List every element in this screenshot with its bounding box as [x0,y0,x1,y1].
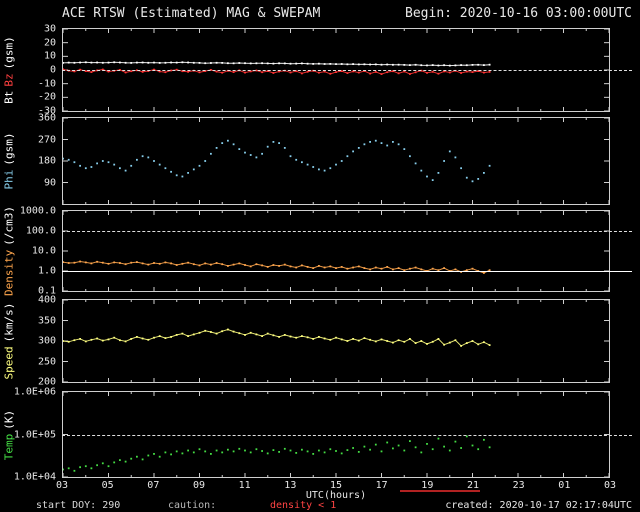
x-tick-label: 03 [55,480,69,491]
footer-created: created: 2020-10-17 02:17:04UTC [445,500,632,511]
y-tick-label: 1.0E+06 [13,386,56,398]
x-tick-label: 01 [558,480,571,491]
footer: start DOY: 290 caution: density < 1 crea… [0,500,640,512]
y-tick-label: 100.0 [25,225,56,237]
y-tick-label: 300 [37,335,56,347]
panel-phi: Phi(gsm) 360 270 180 90 [0,113,640,205]
y-tick-label: 30 [43,23,56,35]
x-axis-label: UTC(hours) [305,490,367,501]
y-tick-label: 1.0E+05 [13,429,56,440]
y-tick-label: 0 [49,64,56,76]
y-tick-label: 270 [37,134,56,145]
x-tick-label: 15 [329,480,343,491]
y-tick-label: 360 [37,112,56,124]
y-tick-label: -20 [37,91,56,103]
y-axis-ticks: 30 20 10 0 -10 -20 -30 [0,24,59,117]
plot-area-bt-bz [62,28,610,112]
plot-area-temp [62,391,610,478]
y-tick-label: -30 [37,105,56,117]
x-tick-label: 09 [192,480,206,491]
y-tick-label: 250 [37,356,56,367]
panel-temp: Temp(K) 1.0E+06 1.0E+05 1.0E+04 [0,387,640,483]
x-tick-label: 07 [147,480,160,491]
plot-area-speed [62,299,610,383]
y-axis-ticks: 400 350 300 250 200 [0,295,59,388]
y-axis-ticks: 360 270 180 90 [0,113,59,205]
y-tick-label: 10 [43,50,56,62]
plot-area-density [62,210,610,292]
caution-bar [399,490,480,492]
y-tick-label: 350 [37,315,56,326]
panel-density: Density(/cm3) 1000.0 100.0 10.0 1.0 0.1 [0,206,640,297]
x-tick-label: 11 [238,480,251,491]
y-tick-label: 1.0E+04 [13,471,56,483]
y-tick-label: 180 [37,155,56,167]
x-tick-label: 21 [466,480,480,491]
begin-timestamp: Begin: 2020-10-16 03:00:00UTC [405,6,632,21]
y-tick-label: 400 [37,294,56,306]
y-tick-label: -10 [37,78,56,90]
y-tick-label: 200 [37,376,56,388]
y-tick-label: 10.0 [31,245,56,257]
y-tick-label: 20 [43,37,56,49]
footer-caution-label: caution: [168,500,217,511]
y-axis-ticks: 1.0E+06 1.0E+05 1.0E+04 [0,387,59,483]
plot-area-phi [62,117,610,205]
x-tick-label: 23 [512,480,525,491]
footer-start-doy: start DOY: 290 [36,500,121,511]
panel-bt-bz: BtBz(gsm) 30 20 10 0 -10 -20 -30 [0,24,640,117]
panel-speed: Speed(km/s) 400 350 300 250 200 [0,295,640,388]
y-tick-label: 90 [43,177,56,188]
x-tick-label: 05 [101,480,114,491]
x-tick-label: 13 [284,480,297,491]
y-tick-label: 1000.0 [19,205,56,217]
footer-caution-value: density < 1 [270,500,337,511]
x-tick-label: 17 [375,480,388,491]
y-tick-label: 1.0 [37,265,56,277]
x-tick-label: 03 [603,480,617,491]
plot-title: ACE RTSW (Estimated) MAG & SWEPAM [62,6,321,21]
y-tick-label: 0.1 [37,285,56,297]
x-tick-label: 19 [421,480,434,491]
x-axis-ticks: 03 05 07 09 11 13 15 17 19 21 23 01 03 [0,480,640,491]
y-axis-ticks: 1000.0 100.0 10.0 1.0 0.1 [0,206,59,297]
